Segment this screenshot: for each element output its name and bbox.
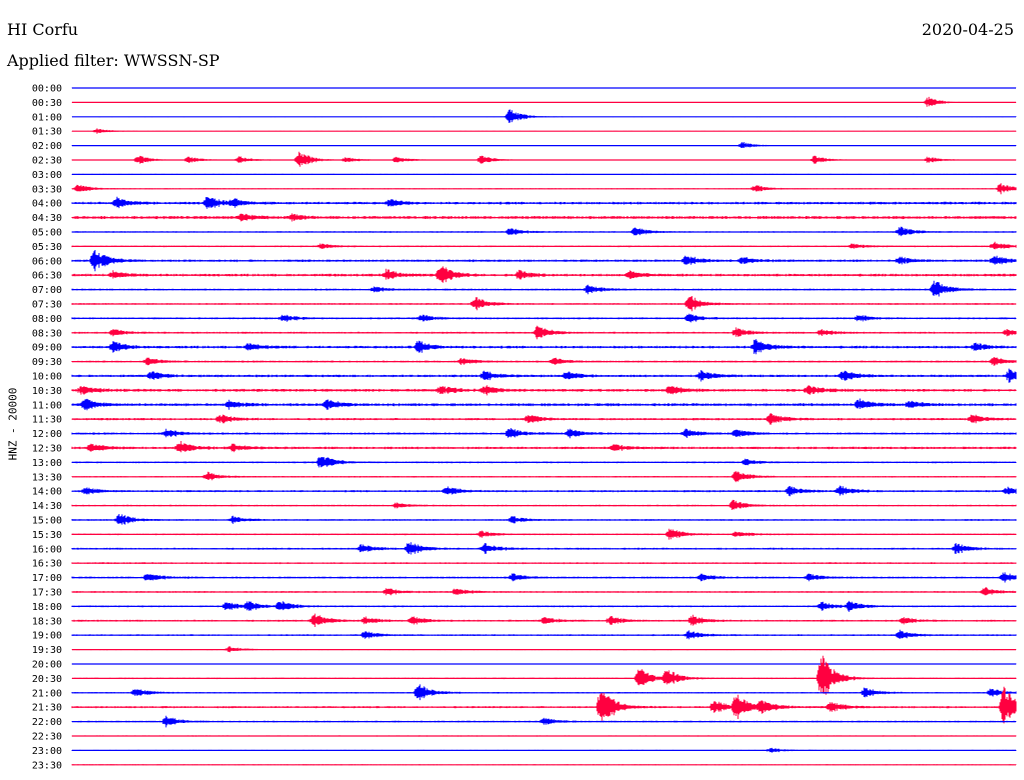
seismic-trace-0700 (71, 280, 1017, 297)
row-time-label: 06:30 (32, 271, 62, 282)
row-time-label: 23:30 (32, 760, 62, 771)
row-time-label: 00:00 (32, 84, 62, 95)
seismic-trace-1430 (71, 499, 1017, 510)
row-time-label: 10:30 (32, 386, 62, 397)
date-label: 2020-04-25 (921, 20, 1014, 39)
row-time-label: 00:30 (32, 98, 62, 109)
seismic-trace-1730 (71, 587, 1017, 596)
seismic-trace-0630 (71, 266, 1017, 283)
row-time-label: 19:30 (32, 645, 62, 656)
row-time-label: 16:00 (32, 544, 62, 555)
row-time-label: 06:00 (32, 256, 62, 267)
station-title: HI Corfu (7, 20, 79, 39)
row-time-label: 04:00 (32, 199, 62, 210)
row-time-label: 09:00 (32, 343, 62, 354)
row-time-label: 11:00 (32, 400, 62, 411)
seismic-trace-0230 (71, 151, 1017, 167)
row-time-label: 19:00 (32, 631, 62, 642)
row-time-label: 17:30 (32, 588, 62, 599)
row-time-label: 15:00 (32, 516, 62, 527)
seismic-trace-0100 (71, 109, 1017, 123)
row-time-label: 07:30 (32, 300, 62, 311)
row-time-label: 14:00 (32, 487, 62, 498)
row-time-label: 08:00 (32, 314, 62, 325)
row-time-label: 21:30 (32, 703, 62, 714)
row-time-label: 22:30 (32, 732, 62, 743)
row-time-label: 13:30 (32, 472, 62, 483)
row-time-label: 02:30 (32, 156, 62, 167)
seismic-trace-1500 (71, 514, 1017, 525)
row-time-label: 07:00 (32, 285, 62, 296)
row-time-label: 13:00 (32, 458, 62, 469)
row-time-label: 12:00 (32, 429, 62, 440)
row-time-label: 02:00 (32, 141, 62, 152)
row-time-label: 10:00 (32, 372, 62, 383)
row-time-label: 03:00 (32, 170, 62, 181)
row-time-label: 01:30 (32, 127, 62, 138)
row-time-label: 15:30 (32, 530, 62, 541)
seismic-trace-0530 (71, 241, 1017, 250)
row-time-label: 22:00 (32, 717, 62, 728)
row-time-label: 01:00 (32, 112, 62, 123)
row-time-label: 18:30 (32, 616, 62, 627)
row-time-label: 05:00 (32, 228, 62, 239)
row-time-label: 11:30 (32, 415, 62, 426)
filter-label: Applied filter: WWSSN-SP (7, 51, 220, 70)
row-time-label: 04:30 (32, 213, 62, 224)
row-time-label: 20:30 (32, 674, 62, 685)
row-time-label: 09:30 (32, 357, 62, 368)
seismic-trace-1230 (71, 441, 1017, 453)
row-time-label: 17:00 (32, 573, 62, 584)
row-time-label: 14:30 (32, 501, 62, 512)
row-time-label: 23:00 (32, 746, 62, 757)
row-time-label: 05:30 (32, 242, 62, 253)
row-time-label: 08:30 (32, 328, 62, 339)
row-time-label: 21:00 (32, 688, 62, 699)
row-time-label: 12:30 (32, 444, 62, 455)
seismic-trace-1900 (71, 629, 1017, 640)
row-time-label: 20:00 (32, 660, 62, 671)
row-time-label: 03:30 (32, 184, 62, 195)
row-time-label: 16:30 (32, 559, 62, 570)
row-time-label: 18:00 (32, 602, 62, 613)
seismic-trace-2030 (71, 655, 1017, 695)
